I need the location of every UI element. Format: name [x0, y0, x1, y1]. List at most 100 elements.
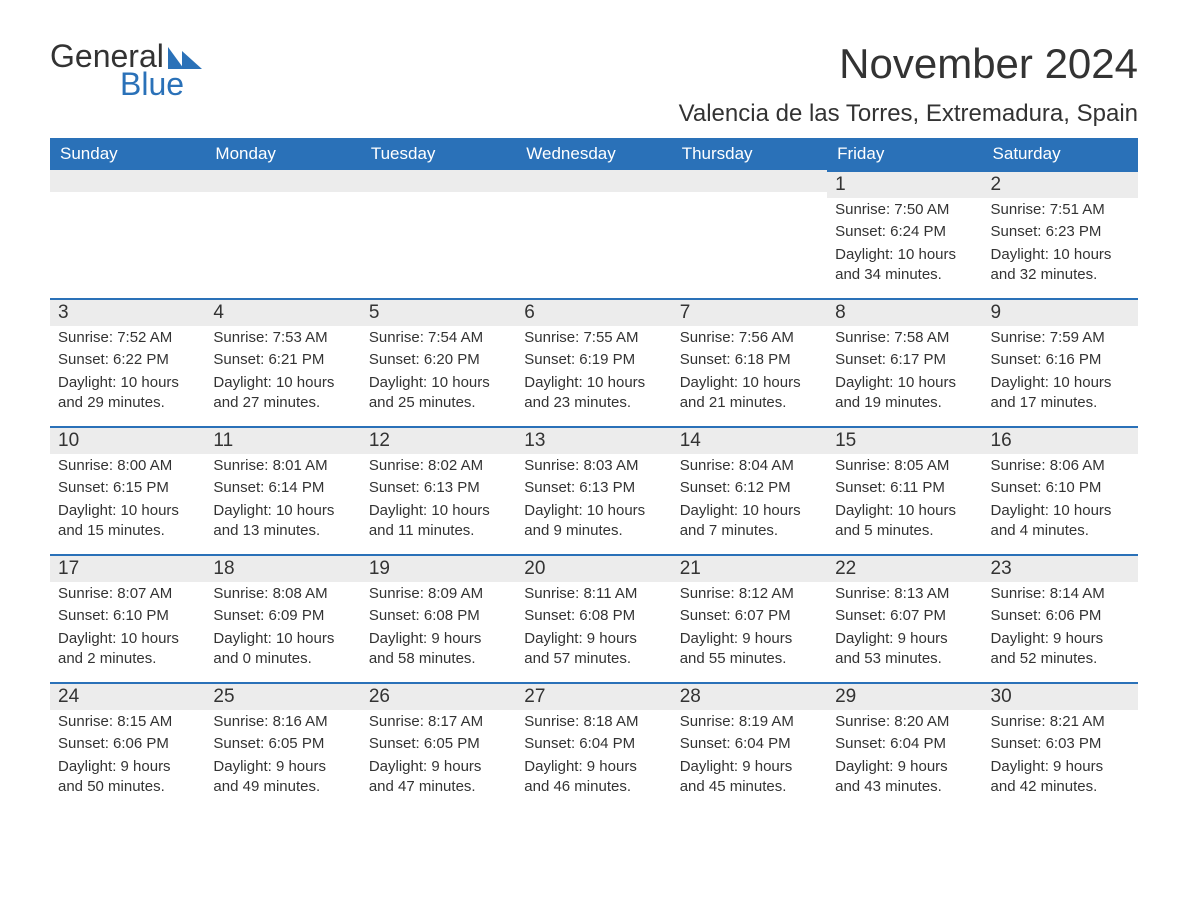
day-header: Thursday: [672, 138, 827, 170]
calendar-table: SundayMondayTuesdayWednesdayThursdayFrid…: [50, 138, 1138, 810]
sunset-text: Sunset: 6:04 PM: [516, 732, 671, 754]
week-row: 17Sunrise: 8:07 AMSunset: 6:10 PMDayligh…: [50, 554, 1138, 682]
sunrise-text: Sunrise: 8:18 AM: [516, 710, 671, 732]
day-cell: [672, 170, 827, 298]
day-cell: 3Sunrise: 7:52 AMSunset: 6:22 PMDaylight…: [50, 298, 205, 426]
week-row: 24Sunrise: 8:15 AMSunset: 6:06 PMDayligh…: [50, 682, 1138, 810]
day-number: 17: [50, 554, 205, 582]
sunset-text: Sunset: 6:17 PM: [827, 348, 982, 370]
sunrise-text: Sunrise: 8:11 AM: [516, 582, 671, 604]
daylight-text: Daylight: 10 hours and 29 minutes.: [50, 371, 205, 414]
day-cell: 15Sunrise: 8:05 AMSunset: 6:11 PMDayligh…: [827, 426, 982, 554]
day-number: 11: [205, 426, 360, 454]
day-cell: 16Sunrise: 8:06 AMSunset: 6:10 PMDayligh…: [983, 426, 1138, 554]
daylight-text: Daylight: 10 hours and 23 minutes.: [516, 371, 671, 414]
sunset-text: Sunset: 6:04 PM: [827, 732, 982, 754]
day-number: 25: [205, 682, 360, 710]
logo: General Blue: [50, 40, 202, 100]
day-number: 8: [827, 298, 982, 326]
day-cell: 14Sunrise: 8:04 AMSunset: 6:12 PMDayligh…: [672, 426, 827, 554]
day-number: 18: [205, 554, 360, 582]
sunset-text: Sunset: 6:03 PM: [983, 732, 1138, 754]
day-number: 30: [983, 682, 1138, 710]
sunrise-text: Sunrise: 7:51 AM: [983, 198, 1138, 220]
day-number: 6: [516, 298, 671, 326]
day-cell: 21Sunrise: 8:12 AMSunset: 6:07 PMDayligh…: [672, 554, 827, 682]
daylight-text: Daylight: 10 hours and 19 minutes.: [827, 371, 982, 414]
sunrise-text: Sunrise: 8:12 AM: [672, 582, 827, 604]
sunset-text: Sunset: 6:04 PM: [672, 732, 827, 754]
day-number: 1: [827, 170, 982, 198]
day-cell: 2Sunrise: 7:51 AMSunset: 6:23 PMDaylight…: [983, 170, 1138, 298]
titles: November 2024 Valencia de las Torres, Ex…: [679, 40, 1138, 128]
sunrise-text: Sunrise: 8:20 AM: [827, 710, 982, 732]
day-cell: 27Sunrise: 8:18 AMSunset: 6:04 PMDayligh…: [516, 682, 671, 810]
day-cell: 18Sunrise: 8:08 AMSunset: 6:09 PMDayligh…: [205, 554, 360, 682]
sunrise-text: Sunrise: 8:19 AM: [672, 710, 827, 732]
sunrise-text: Sunrise: 7:53 AM: [205, 326, 360, 348]
sunrise-text: Sunrise: 7:52 AM: [50, 326, 205, 348]
day-number: 9: [983, 298, 1138, 326]
sunset-text: Sunset: 6:21 PM: [205, 348, 360, 370]
sunset-text: Sunset: 6:13 PM: [361, 476, 516, 498]
day-number: 12: [361, 426, 516, 454]
daylight-text: Daylight: 9 hours and 42 minutes.: [983, 755, 1138, 798]
daylight-text: Daylight: 10 hours and 15 minutes.: [50, 499, 205, 542]
sunrise-text: Sunrise: 8:16 AM: [205, 710, 360, 732]
day-number: 7: [672, 298, 827, 326]
daylight-text: Daylight: 10 hours and 25 minutes.: [361, 371, 516, 414]
daylight-text: Daylight: 10 hours and 5 minutes.: [827, 499, 982, 542]
daylight-text: Daylight: 10 hours and 7 minutes.: [672, 499, 827, 542]
day-number: 16: [983, 426, 1138, 454]
sunset-text: Sunset: 6:13 PM: [516, 476, 671, 498]
sunset-text: Sunset: 6:05 PM: [205, 732, 360, 754]
sunrise-text: Sunrise: 7:50 AM: [827, 198, 982, 220]
day-cell: 10Sunrise: 8:00 AMSunset: 6:15 PMDayligh…: [50, 426, 205, 554]
day-header: Sunday: [50, 138, 205, 170]
empty-day-bg: [672, 170, 827, 192]
sunset-text: Sunset: 6:09 PM: [205, 604, 360, 626]
sunset-text: Sunset: 6:12 PM: [672, 476, 827, 498]
daylight-text: Daylight: 9 hours and 58 minutes.: [361, 627, 516, 670]
logo-text-blue: Blue: [120, 68, 202, 100]
calendar-body: 1Sunrise: 7:50 AMSunset: 6:24 PMDaylight…: [50, 170, 1138, 810]
sunset-text: Sunset: 6:11 PM: [827, 476, 982, 498]
day-cell: 9Sunrise: 7:59 AMSunset: 6:16 PMDaylight…: [983, 298, 1138, 426]
sunset-text: Sunset: 6:24 PM: [827, 220, 982, 242]
day-header: Tuesday: [361, 138, 516, 170]
daylight-text: Daylight: 10 hours and 2 minutes.: [50, 627, 205, 670]
sunrise-text: Sunrise: 8:08 AM: [205, 582, 360, 604]
day-cell: 22Sunrise: 8:13 AMSunset: 6:07 PMDayligh…: [827, 554, 982, 682]
sunrise-text: Sunrise: 8:15 AM: [50, 710, 205, 732]
day-cell: [516, 170, 671, 298]
sunset-text: Sunset: 6:08 PM: [516, 604, 671, 626]
day-number: 15: [827, 426, 982, 454]
sunrise-text: Sunrise: 8:13 AM: [827, 582, 982, 604]
daylight-text: Daylight: 10 hours and 27 minutes.: [205, 371, 360, 414]
daylight-text: Daylight: 10 hours and 17 minutes.: [983, 371, 1138, 414]
day-number: 19: [361, 554, 516, 582]
daylight-text: Daylight: 10 hours and 32 minutes.: [983, 243, 1138, 286]
sunset-text: Sunset: 6:23 PM: [983, 220, 1138, 242]
daylight-text: Daylight: 9 hours and 50 minutes.: [50, 755, 205, 798]
sunrise-text: Sunrise: 8:01 AM: [205, 454, 360, 476]
daylight-text: Daylight: 9 hours and 46 minutes.: [516, 755, 671, 798]
day-header: Saturday: [983, 138, 1138, 170]
day-number: 27: [516, 682, 671, 710]
day-number: 23: [983, 554, 1138, 582]
day-cell: 8Sunrise: 7:58 AMSunset: 6:17 PMDaylight…: [827, 298, 982, 426]
day-number: 10: [50, 426, 205, 454]
daylight-text: Daylight: 10 hours and 34 minutes.: [827, 243, 982, 286]
day-number: 5: [361, 298, 516, 326]
day-cell: 11Sunrise: 8:01 AMSunset: 6:14 PMDayligh…: [205, 426, 360, 554]
sunset-text: Sunset: 6:14 PM: [205, 476, 360, 498]
week-row: 3Sunrise: 7:52 AMSunset: 6:22 PMDaylight…: [50, 298, 1138, 426]
sunrise-text: Sunrise: 7:54 AM: [361, 326, 516, 348]
sunset-text: Sunset: 6:16 PM: [983, 348, 1138, 370]
sunrise-text: Sunrise: 7:55 AM: [516, 326, 671, 348]
day-header: Friday: [827, 138, 982, 170]
sunrise-text: Sunrise: 7:56 AM: [672, 326, 827, 348]
sunrise-text: Sunrise: 8:02 AM: [361, 454, 516, 476]
daylight-text: Daylight: 9 hours and 43 minutes.: [827, 755, 982, 798]
day-cell: 5Sunrise: 7:54 AMSunset: 6:20 PMDaylight…: [361, 298, 516, 426]
